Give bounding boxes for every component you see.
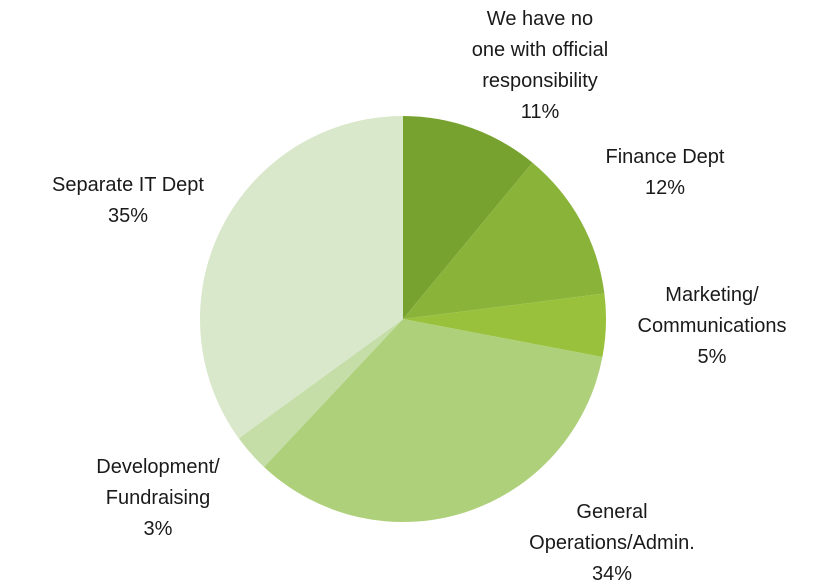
value-label: 12% xyxy=(644,177,686,199)
pie-slice xyxy=(199,115,403,439)
slice-label: Finance Dept 12% xyxy=(606,142,725,204)
value-label: 34% xyxy=(591,563,633,585)
pie-slice xyxy=(238,319,403,467)
pie-slice xyxy=(264,319,603,522)
value-label: 11% xyxy=(520,101,560,123)
pie-slice xyxy=(403,293,606,358)
category-label: We have no one with official responsibil… xyxy=(471,8,609,92)
value-label: 5% xyxy=(697,346,727,368)
category-label: General Operations/Admin. xyxy=(529,501,695,554)
value-label: 35% xyxy=(107,205,149,227)
category-label: Development/ Fundraising xyxy=(96,456,220,509)
pie-slice xyxy=(403,162,605,319)
slice-label: General Operations/Admin. 34% xyxy=(529,497,695,587)
slice-label: Development/ Fundraising 3% xyxy=(96,452,219,545)
category-label: Marketing/ Communications xyxy=(637,284,787,337)
pie-slice xyxy=(403,116,533,319)
category-label: Separate IT Dept xyxy=(52,174,204,196)
slice-label: Separate IT Dept 35% xyxy=(52,170,204,232)
value-label: 3% xyxy=(143,518,173,540)
slice-label: We have no one with official responsibil… xyxy=(472,4,608,128)
category-label: Finance Dept xyxy=(605,146,725,168)
slice-label: Marketing/ Communications 5% xyxy=(638,280,787,373)
